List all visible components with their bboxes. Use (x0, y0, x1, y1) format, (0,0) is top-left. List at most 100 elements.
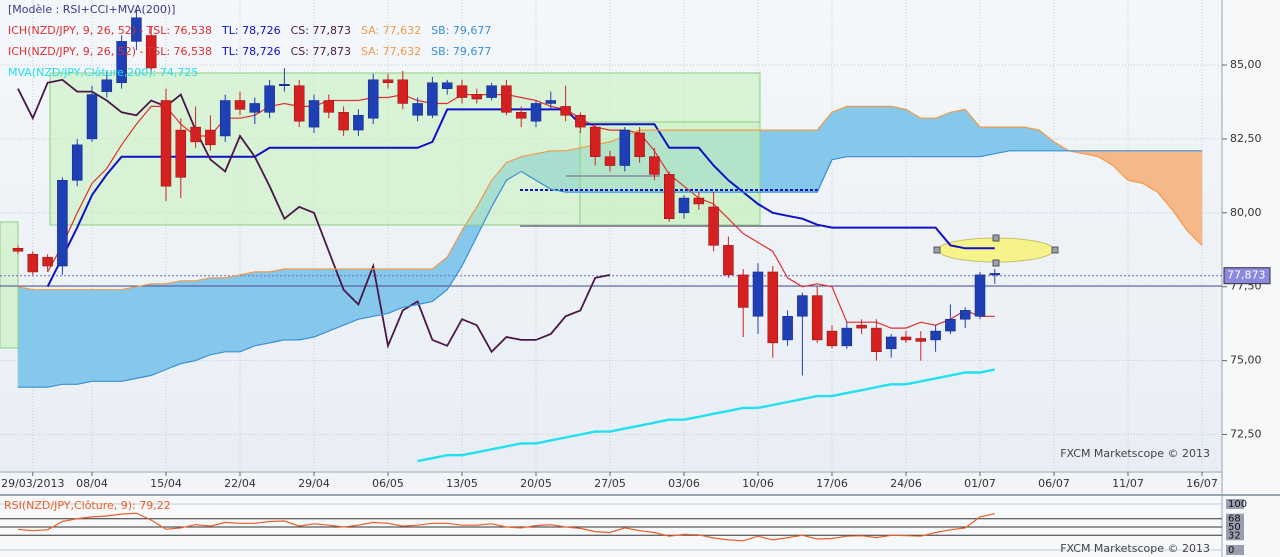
legend-entry: CS: 77,873 (291, 45, 351, 58)
legend-entry: SB: 79,677 (431, 45, 491, 58)
cloud-segment (861, 106, 877, 157)
cloud-segment (17, 286, 34, 388)
x-tick-label: 06/07 (1038, 477, 1070, 490)
cloud-segment (195, 277, 211, 362)
candle-body (190, 126, 201, 143)
x-tick-label: 27/05 (594, 477, 626, 490)
candle-body (974, 274, 986, 317)
candle-body (723, 245, 734, 276)
candle-body (826, 330, 838, 347)
candle-body (604, 156, 616, 166)
candle-body (219, 100, 231, 137)
legend-entry: SA: 77,632 (361, 45, 421, 58)
handle (1051, 246, 1059, 254)
candle-body (767, 271, 779, 344)
candle-body (693, 197, 705, 205)
candle-body (930, 330, 941, 341)
candle-body (205, 129, 216, 146)
indicator-line (18, 150, 1202, 388)
candle-body (708, 206, 719, 246)
candle-body (42, 256, 53, 267)
x-tick-label: 01/07 (964, 477, 996, 490)
y-tick-label: 82,50 (1230, 132, 1262, 145)
candle-body (678, 197, 690, 214)
candle-body (323, 100, 335, 113)
cloud-segment (935, 111, 951, 157)
y-tick-label: 100 (1228, 499, 1247, 510)
rsi-line (17, 512, 995, 542)
y-tick-label: 0 (1228, 545, 1234, 556)
candle-body (338, 112, 349, 131)
candle-body (264, 85, 275, 113)
candle-body (279, 83, 290, 86)
cloud-segment (1186, 150, 1203, 247)
candle-body (486, 85, 497, 98)
cloud-segment (950, 109, 966, 157)
candle-body (116, 41, 127, 84)
y-tick-label: 72,50 (1230, 428, 1262, 441)
candle-body (752, 271, 764, 317)
candle-body (57, 180, 68, 267)
candle-body (441, 82, 453, 89)
cloud-segment (76, 289, 93, 385)
cloud-segment (328, 268, 344, 332)
legend-entry: SA: 77,632 (361, 24, 421, 37)
x-tick-label: 03/06 (668, 477, 700, 490)
indicator-line (17, 78, 611, 354)
cloud-segment (831, 105, 848, 160)
candle-body (885, 336, 897, 350)
candle-body (234, 100, 246, 110)
candle-body (412, 103, 423, 116)
x-tick-label: 13/05 (446, 477, 478, 490)
handle (992, 234, 1000, 242)
legend-entry: TL: 78,726 (221, 24, 281, 37)
cloud-segment (284, 268, 300, 341)
cloud-segment (32, 289, 48, 388)
candle-body (293, 85, 305, 122)
cloud-segment (920, 117, 936, 157)
cloud-segment (298, 268, 315, 341)
cloud-segment (890, 106, 907, 157)
candle-body (515, 112, 527, 119)
highlight-box (0, 221, 19, 349)
candle-body (501, 85, 512, 113)
cloud-segment (1009, 126, 1025, 152)
cloud-segment (150, 283, 167, 376)
candle-body (545, 100, 557, 104)
x-tick-label: 08/04 (76, 477, 108, 490)
cloud-segment (979, 126, 996, 158)
y-tick-box (1226, 499, 1244, 509)
watermark: FXCM Marketscope © 2013 (1060, 447, 1210, 460)
candle-body (101, 79, 113, 92)
last-price-box (1223, 267, 1271, 285)
candle-body (12, 248, 24, 252)
legend-row: ICH(NZD/JPY, 9, 26, 52) - TSL: 76,538 TL: … (8, 45, 491, 58)
chart-title: [Modèle : RSI+CCI+MVA(200)] (8, 3, 175, 16)
y-tick-box (1226, 513, 1244, 524)
drawn-ellipse (937, 237, 1055, 263)
candle-body (249, 103, 261, 113)
y-tick-box (1226, 545, 1244, 555)
cloud-segment (210, 277, 226, 356)
candle-body (900, 336, 912, 341)
x-tick-label: 29/03/2013 (1, 477, 64, 490)
x-tick-label: 15/04 (150, 477, 182, 490)
cloud-segment (846, 106, 862, 157)
candle-body (560, 106, 571, 116)
x-tick-label: 29/04 (298, 477, 330, 490)
candle-body (856, 324, 867, 329)
y-tick-label: 32 (1228, 530, 1241, 541)
cloud-segment (402, 268, 418, 308)
candle-body (382, 79, 394, 84)
x-tick-label: 11/07 (1112, 477, 1144, 490)
cloud-segment (269, 268, 285, 344)
x-tick-label: 16/07 (1186, 477, 1218, 490)
handle (992, 259, 1000, 267)
candle-body (86, 94, 98, 140)
cloud-segment (47, 289, 63, 388)
candle-body (471, 94, 483, 100)
cloud-segment (136, 283, 152, 379)
x-tick-label: 06/05 (372, 477, 404, 490)
candle-body (530, 103, 542, 122)
cloud-segment (417, 268, 433, 305)
